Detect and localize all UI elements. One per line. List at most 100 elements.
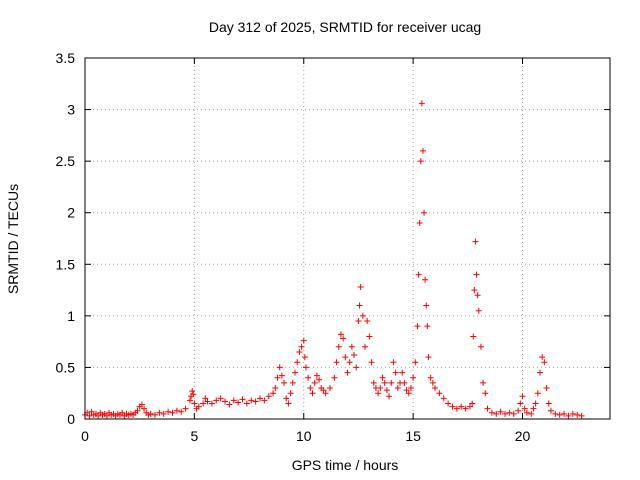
data-point — [523, 409, 530, 416]
data-point — [493, 410, 500, 417]
data-points — [82, 100, 585, 419]
x-tick-label: 20 — [515, 428, 531, 444]
data-point — [453, 405, 460, 412]
data-point — [289, 379, 296, 386]
data-point — [375, 390, 382, 397]
data-point — [556, 411, 563, 418]
data-point — [445, 400, 452, 407]
data-point — [281, 379, 288, 386]
data-point — [449, 403, 456, 410]
data-point — [270, 390, 277, 397]
data-point — [510, 410, 517, 417]
data-point — [351, 352, 358, 359]
data-point — [95, 412, 102, 419]
data-point — [403, 387, 410, 394]
data-point — [173, 407, 180, 414]
data-point — [477, 343, 484, 350]
data-point — [252, 398, 259, 405]
data-point — [88, 408, 95, 415]
ticks — [84, 57, 610, 420]
data-point — [537, 369, 543, 376]
data-point — [316, 376, 323, 383]
data-point — [377, 385, 384, 392]
data-point — [200, 400, 207, 407]
data-point — [138, 401, 145, 408]
data-point — [178, 408, 185, 415]
data-point — [189, 388, 196, 395]
data-point — [415, 271, 422, 278]
data-point — [497, 408, 504, 415]
data-point — [532, 400, 539, 407]
data-point — [322, 390, 329, 397]
data-point — [482, 390, 489, 397]
data-point — [357, 283, 364, 290]
data-point — [578, 412, 585, 419]
data-point — [399, 369, 406, 376]
data-point — [515, 407, 522, 414]
data-point — [261, 397, 268, 404]
data-point — [467, 403, 473, 410]
data-point — [390, 359, 397, 366]
data-point — [394, 385, 401, 392]
data-point — [302, 364, 309, 371]
data-point — [472, 238, 479, 245]
data-point — [432, 385, 438, 392]
data-point — [248, 397, 255, 404]
x-tick-label: 15 — [405, 428, 421, 444]
data-point — [331, 374, 338, 381]
data-point — [226, 401, 233, 408]
data-point — [552, 410, 559, 417]
data-point — [424, 323, 431, 330]
data-point — [147, 410, 154, 417]
data-point — [425, 354, 432, 361]
data-point — [333, 359, 340, 366]
data-point — [539, 354, 546, 361]
y-tick-label: 1 — [67, 308, 75, 324]
data-point — [239, 396, 246, 403]
data-point — [364, 318, 371, 325]
data-point — [388, 379, 395, 386]
data-point — [407, 385, 414, 392]
data-point — [287, 390, 294, 397]
data-point — [545, 400, 552, 407]
data-point — [534, 390, 541, 397]
data-point — [165, 408, 172, 415]
data-point — [86, 412, 93, 419]
data-point — [353, 364, 360, 371]
tick-labels: 0 5 10 15 20 0 0.5 1 1.5 2 2.5 3 3.5 — [56, 50, 531, 444]
data-point — [320, 387, 327, 394]
data-point — [474, 292, 481, 299]
data-point — [276, 364, 283, 371]
data-point — [569, 410, 576, 417]
data-point — [414, 323, 421, 330]
data-point — [470, 333, 477, 340]
data-point — [370, 379, 377, 386]
data-point — [342, 354, 349, 361]
data-point — [283, 395, 290, 402]
data-point — [292, 369, 298, 376]
x-axis-label: GPS time / hours — [292, 457, 399, 473]
data-point — [208, 400, 215, 407]
data-point — [187, 397, 193, 404]
y-tick-label: 3 — [67, 102, 75, 118]
chart-title: Day 312 of 2025, SRMTID for receiver uca… — [209, 19, 481, 35]
y-tick-label: 0 — [67, 411, 75, 427]
x-tick-label: 10 — [296, 428, 312, 444]
data-point — [298, 343, 305, 350]
data-point — [307, 385, 314, 392]
data-point — [235, 399, 242, 406]
data-point — [528, 410, 535, 417]
data-point — [519, 393, 526, 400]
data-point — [272, 385, 279, 392]
data-point — [416, 220, 423, 227]
grid — [85, 58, 610, 419]
data-point — [565, 412, 572, 419]
data-point — [243, 400, 250, 407]
data-point — [191, 400, 198, 407]
data-point — [366, 333, 373, 340]
data-point — [348, 343, 355, 350]
x-tick-label: 5 — [190, 428, 198, 444]
x-tick-label: 0 — [81, 428, 89, 444]
data-point — [213, 397, 220, 404]
